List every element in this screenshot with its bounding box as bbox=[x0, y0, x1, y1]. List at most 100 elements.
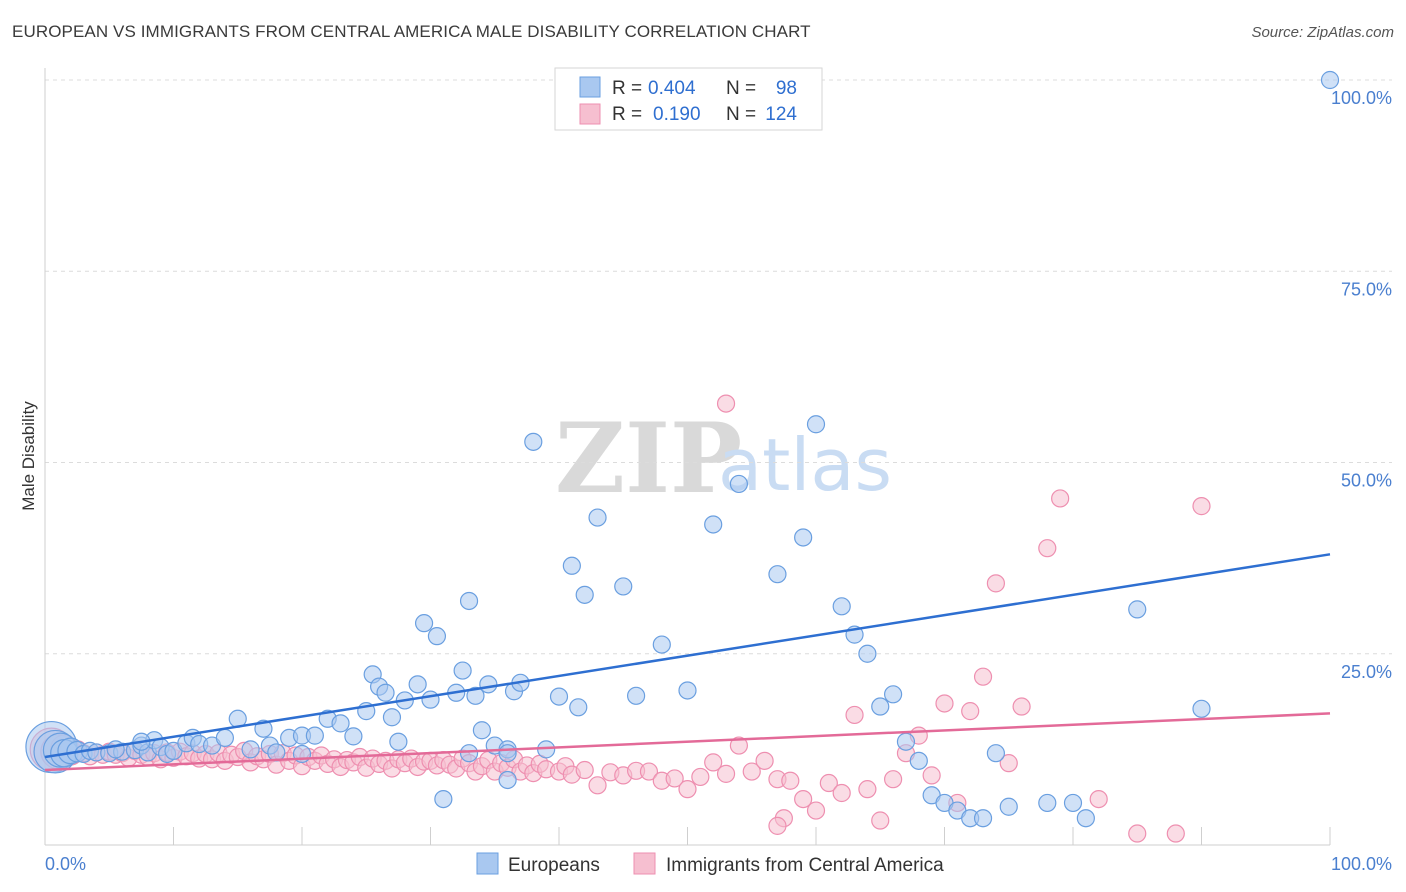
grid-lines bbox=[45, 79, 1392, 655]
legend-swatch-europeans bbox=[579, 76, 601, 98]
europeans-point bbox=[427, 627, 447, 646]
legend-r-label: R = bbox=[612, 104, 642, 125]
immigrants-point bbox=[871, 811, 890, 830]
immigrants-point bbox=[806, 801, 826, 820]
legend-n-label: N = bbox=[726, 104, 756, 125]
legend-r-value: 0.404 bbox=[648, 78, 696, 99]
immigrants-point bbox=[742, 762, 761, 781]
europeans-point bbox=[459, 744, 479, 763]
y-tick-label: 100.0% bbox=[1331, 88, 1392, 108]
europeans-point bbox=[806, 415, 826, 434]
immigrants-point bbox=[1089, 789, 1108, 809]
immigrants-point bbox=[755, 751, 774, 770]
y-tick-label: 25.0% bbox=[1341, 662, 1392, 682]
immigrants-point bbox=[973, 667, 993, 686]
bottom-legend-europeans: Europeans bbox=[508, 855, 600, 876]
y-tick-labels: 25.0% 50.0% 75.0% 100.0% bbox=[1331, 88, 1392, 682]
europeans-point bbox=[106, 740, 125, 759]
correlation-legend: R = 0.404 N = 98 R = 0.190 N = 124 bbox=[554, 67, 823, 131]
immigrants-point bbox=[678, 780, 697, 799]
legend-n-value: 124 bbox=[765, 104, 797, 125]
immigrants-point bbox=[704, 753, 723, 772]
immigrants-point bbox=[768, 816, 787, 835]
immigrants-point bbox=[1012, 697, 1031, 716]
europeans-point bbox=[588, 508, 607, 527]
europeans-point bbox=[1076, 809, 1095, 828]
europeans-point bbox=[421, 690, 440, 709]
immigrants-point bbox=[575, 760, 594, 780]
immigrants-point bbox=[1038, 539, 1057, 558]
immigrants-point bbox=[1192, 497, 1211, 516]
europeans-point bbox=[1320, 70, 1340, 90]
x-tick-label: 0.0% bbox=[45, 854, 86, 874]
europeans-point bbox=[1128, 600, 1147, 619]
europeans-point bbox=[344, 727, 363, 746]
europeans-point bbox=[986, 744, 1006, 763]
immigrants-point bbox=[1051, 489, 1070, 508]
europeans-point bbox=[376, 683, 395, 702]
immigrants-point bbox=[961, 702, 980, 721]
y-tick-label: 50.0% bbox=[1341, 471, 1392, 491]
immigrants-point bbox=[999, 754, 1018, 773]
europeans-point bbox=[678, 681, 697, 700]
x-ticks bbox=[44, 827, 1331, 845]
immigrants-point bbox=[935, 694, 954, 713]
legend-n-label: N = bbox=[726, 78, 756, 99]
europeans-trend-line bbox=[44, 553, 1331, 759]
europeans-point bbox=[858, 644, 877, 663]
europeans-point bbox=[562, 556, 581, 575]
europeans-point bbox=[999, 797, 1018, 816]
source-label: Source: ZipAtlas.com bbox=[1251, 24, 1394, 41]
x-tick-label: 100.0% bbox=[1331, 854, 1392, 874]
immigrants-point bbox=[781, 771, 800, 790]
bottom-legend-swatch-immigrants bbox=[633, 852, 656, 875]
europeans-point bbox=[215, 728, 234, 748]
watermark-zip: ZIP bbox=[555, 402, 742, 515]
immigrants-point bbox=[819, 773, 838, 793]
legend-r-label: R = bbox=[612, 78, 642, 99]
chart-title: EUROPEAN VS IMMIGRANTS FROM CENTRAL AMER… bbox=[12, 22, 811, 41]
immigrants-point bbox=[665, 769, 684, 788]
europeans-point bbox=[408, 675, 427, 694]
europeans-point bbox=[832, 597, 851, 616]
immigrants-point bbox=[845, 705, 864, 725]
series-legend: Europeans Immigrants from Central Americ… bbox=[476, 852, 944, 876]
bottom-legend-immigrants: Immigrants from Central America bbox=[666, 855, 944, 876]
trend-lines bbox=[44, 553, 1331, 772]
europeans-point bbox=[331, 714, 350, 733]
europeans-point bbox=[626, 686, 646, 705]
x-tick-labels: 0.0% 100.0% bbox=[45, 854, 1392, 874]
europeans-point bbox=[652, 635, 671, 654]
immigrants-point bbox=[883, 770, 903, 789]
immigrants-trend-line bbox=[44, 712, 1331, 772]
europeans-point bbox=[524, 432, 543, 451]
immigrants-point bbox=[639, 762, 659, 781]
europeans-point bbox=[466, 686, 485, 705]
immigrants-point bbox=[716, 764, 736, 783]
immigrants-point bbox=[922, 766, 941, 785]
europeans-point bbox=[472, 721, 491, 740]
europeans-point bbox=[883, 685, 903, 704]
europeans-point bbox=[614, 577, 633, 596]
watermark-atlas: atlas bbox=[718, 423, 892, 507]
immigrants-point bbox=[794, 789, 813, 809]
immigrants-point bbox=[1128, 824, 1147, 843]
y-axis-label: Male Disability bbox=[19, 401, 38, 511]
europeans-point bbox=[1063, 793, 1083, 813]
europeans-point bbox=[498, 744, 517, 763]
bottom-legend-swatch-europeans bbox=[476, 852, 499, 875]
y-tick-label: 75.0% bbox=[1341, 279, 1392, 299]
europeans-point bbox=[794, 528, 813, 547]
europeans-point bbox=[549, 687, 569, 706]
europeans-point bbox=[434, 789, 453, 809]
immigrants-point bbox=[832, 783, 851, 803]
europeans-point bbox=[382, 708, 402, 727]
europeans-point bbox=[909, 751, 928, 770]
europeans-point bbox=[768, 565, 787, 584]
legend-n-value: 98 bbox=[776, 78, 797, 99]
legend-r-value: 0.190 bbox=[653, 104, 701, 125]
europeans-point bbox=[569, 698, 588, 717]
europeans-point bbox=[453, 661, 472, 680]
immigrants-point bbox=[986, 574, 1006, 593]
